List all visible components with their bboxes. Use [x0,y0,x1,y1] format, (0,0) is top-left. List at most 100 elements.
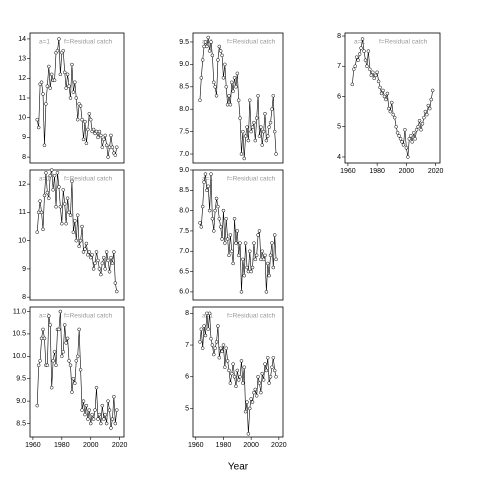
data-point [96,417,100,421]
data-point [261,378,266,382]
data-point [253,138,258,143]
panel-annotation: a=1 [39,39,50,46]
data-point [390,100,394,105]
data-point [243,409,248,414]
data-point [70,62,74,67]
y-tick-label: 9.0 [179,167,189,174]
data-point [416,124,420,129]
data-point [100,403,105,408]
data-point [243,134,248,138]
data-point [42,336,47,341]
data-point [231,261,235,266]
panel-annotation: a=1 [202,313,213,320]
data-point [75,117,80,122]
y-tick-label: 11 [19,95,26,102]
data-point [209,40,213,44]
data-point [42,193,47,198]
data-point [401,143,406,147]
data-point [242,156,246,161]
data-point [88,421,93,426]
data-point [202,324,206,328]
data-point [48,323,52,327]
data-point [205,188,209,193]
data-point [373,73,378,78]
data-point [41,92,45,96]
data-point [241,129,245,134]
data-point [246,432,251,436]
data-point [99,133,103,138]
data-point [411,131,416,135]
x-tick-label: 2020 [271,442,287,449]
data-point [104,143,109,148]
data-point [232,217,237,221]
data-point [67,359,71,363]
data-point [206,184,210,188]
x-tick-label: 2000 [83,442,99,449]
data-point [259,125,263,129]
data-point [397,134,401,138]
data-point [409,134,413,138]
data-point [359,46,363,50]
data-point [96,258,100,263]
data-point [223,241,227,245]
data-point [235,229,240,233]
y-tick-label: 8 [22,154,26,161]
data-point [205,44,209,49]
data-point [61,350,66,354]
data-point [102,137,106,142]
series-line [36,169,118,292]
data-point [198,340,202,344]
data-point [253,387,258,392]
y-tick-label: 6 [337,93,341,100]
data-point [214,340,219,344]
data-point [420,121,425,126]
data-point [271,265,276,270]
data-point [84,403,89,408]
panel-annotation: a=1 [202,176,213,183]
data-point [381,88,385,93]
data-point [388,109,393,114]
data-point [199,225,204,229]
data-point [231,89,235,94]
data-point [395,131,400,135]
data-point [270,241,274,245]
data-point [60,354,64,359]
data-point [64,221,68,226]
data-point [55,48,60,53]
x-tick-label: 2020 [428,168,444,175]
data-point [110,145,115,149]
data-point [202,180,206,184]
data-point [65,336,70,341]
data-point [81,399,86,403]
data-point [225,237,230,241]
data-point [270,365,274,369]
data-point [210,217,215,221]
data-point [249,269,253,274]
data-point [55,171,60,175]
data-point [35,403,39,408]
data-point [410,140,414,144]
data-point [203,172,208,176]
data-point [81,137,86,142]
data-point [228,381,233,385]
panel-annotation: f=Residual catch [64,176,113,183]
data-point [48,173,52,178]
x-tick-label: 1980 [369,168,385,175]
data-point [372,76,376,81]
data-point [234,384,238,389]
panel-annotation: f=Residual catch [64,39,113,46]
y-tick-label: 12 [18,75,26,82]
data-point [94,250,99,254]
data-point [354,55,359,59]
data-point [250,125,255,129]
data-point [78,238,83,243]
data-point [54,363,58,368]
data-point [41,327,45,332]
data-point [378,85,382,90]
data-point [71,376,76,381]
panel-frame [29,169,125,301]
data-point [74,359,79,363]
x-tick-label: 2020 [112,442,128,449]
data-point [212,352,216,357]
data-point [80,224,84,229]
